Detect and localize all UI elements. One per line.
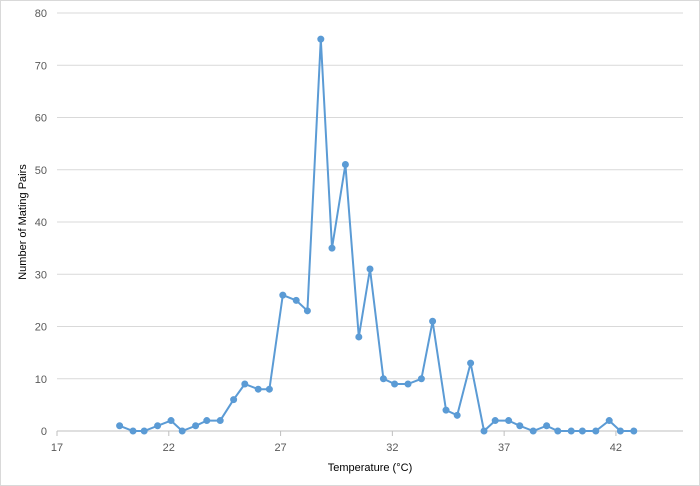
data-point — [366, 265, 374, 273]
data-point — [467, 359, 475, 367]
data-point — [129, 427, 137, 435]
data-point — [516, 422, 524, 430]
data-point — [254, 385, 262, 393]
data-point — [154, 422, 162, 430]
y-tick-label: 30 — [35, 269, 47, 281]
data-point — [404, 380, 412, 388]
data-point — [592, 427, 600, 435]
y-tick-label: 80 — [35, 8, 47, 20]
x-axis-title: Temperature (°C) — [328, 462, 412, 474]
data-series — [116, 35, 638, 435]
data-point — [480, 427, 488, 435]
data-point — [605, 417, 613, 425]
x-tick-label: 27 — [274, 442, 286, 454]
data-point — [505, 417, 513, 425]
data-point — [216, 417, 224, 425]
data-point — [317, 35, 325, 43]
gridlines — [57, 12, 683, 380]
data-point — [140, 427, 148, 435]
x-tick-label: 22 — [163, 442, 175, 454]
x-tick-label: 32 — [386, 442, 398, 454]
data-point — [442, 406, 450, 414]
y-axis-title: Number of Mating Pairs — [17, 164, 29, 280]
y-tick-label: 60 — [35, 113, 47, 125]
data-point — [616, 427, 624, 435]
y-tick-label: 0 — [41, 426, 47, 438]
data-point — [303, 307, 311, 315]
data-point — [630, 427, 638, 435]
data-point — [328, 244, 336, 252]
x-tick-labels: 17 22 27 32 37 42 — [51, 442, 622, 454]
y-tick-label: 50 — [35, 165, 47, 177]
x-tick-label: 17 — [51, 442, 63, 454]
data-point — [230, 396, 238, 404]
data-point — [203, 417, 211, 425]
data-point — [429, 317, 437, 325]
data-point — [543, 422, 551, 430]
data-point — [417, 375, 425, 383]
y-tick-label: 10 — [35, 374, 47, 386]
data-point — [355, 333, 363, 341]
data-point — [292, 296, 300, 304]
data-point — [578, 427, 586, 435]
data-point — [391, 380, 399, 388]
data-point — [567, 427, 575, 435]
data-point — [453, 411, 461, 419]
data-point — [241, 380, 249, 388]
data-point — [116, 422, 124, 430]
y-tick-labels: 0 10 20 30 40 50 60 70 80 — [35, 8, 47, 438]
x-tick-label: 42 — [610, 442, 622, 454]
data-point — [529, 427, 537, 435]
y-tick-label: 40 — [35, 217, 47, 229]
data-point — [192, 422, 200, 430]
data-point — [265, 385, 273, 393]
series-line — [119, 38, 634, 432]
data-point — [167, 417, 175, 425]
data-point — [178, 427, 186, 435]
y-tick-label: 70 — [35, 60, 47, 72]
data-point — [554, 427, 562, 435]
data-point — [379, 375, 387, 383]
data-point — [491, 417, 499, 425]
x-tick-label: 37 — [498, 442, 510, 454]
data-point — [279, 291, 287, 299]
data-point — [341, 161, 349, 169]
y-tick-label: 20 — [35, 322, 47, 334]
